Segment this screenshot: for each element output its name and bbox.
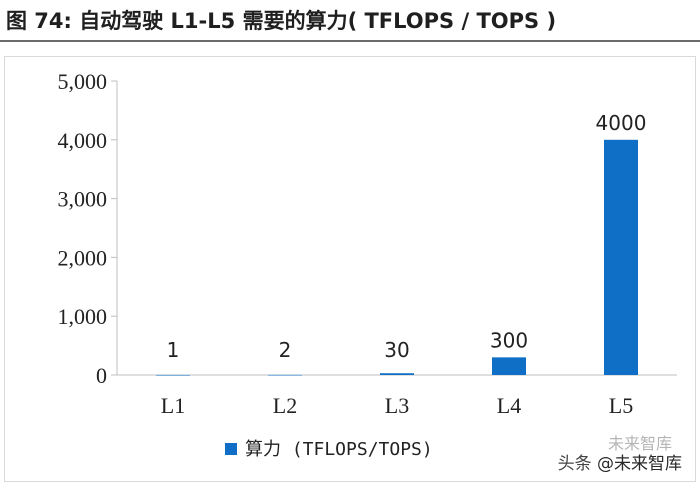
watermark-handle: @未来智库 (597, 454, 682, 474)
y-tick-label: 2,000 (58, 245, 108, 270)
data-label: 4000 (596, 111, 647, 135)
data-label: 30 (384, 338, 409, 362)
y-tick-label: 3,000 (58, 187, 108, 212)
bar (156, 374, 190, 376)
bar (380, 373, 414, 375)
figure-title: 图 74: 自动驾驶 L1-L5 需要的算力( TFLOPS / TOPS ) (6, 9, 557, 33)
y-tick-label: 5,000 (58, 69, 108, 94)
bar (492, 357, 526, 375)
bar (268, 374, 302, 376)
bar-chart: 0 1,000 2,000 3,000 4,000 5,000 1 L1 2 L2 30 L3 300 L… (58, 69, 677, 460)
chart-container: 0 1,000 2,000 3,000 4,000 5,000 1 L1 2 L2 30 L3 300 L… (4, 56, 696, 482)
legend-label: 算力 (TFLOPS/TOPS) (245, 439, 433, 460)
x-tick-label: L3 (385, 393, 409, 418)
watermark: 头条 @未来智库 (558, 449, 682, 474)
x-tick-label: L2 (273, 393, 297, 418)
x-tick-label: L1 (161, 393, 185, 418)
legend-swatch (225, 443, 237, 455)
bar (604, 139, 638, 375)
y-tick-label: 0 (96, 363, 107, 388)
data-label: 300 (490, 328, 528, 352)
watermark-upper: 未来智库 (607, 434, 672, 453)
y-tick-label: 1,000 (58, 304, 108, 329)
y-tick-label: 4,000 (58, 128, 108, 153)
title-rule (0, 40, 700, 42)
data-label: 2 (279, 338, 292, 362)
x-tick-label: L4 (497, 393, 521, 418)
watermark-prefix: 头条 (557, 454, 592, 474)
x-tick-label: L5 (609, 393, 633, 418)
data-label: 1 (167, 338, 180, 362)
